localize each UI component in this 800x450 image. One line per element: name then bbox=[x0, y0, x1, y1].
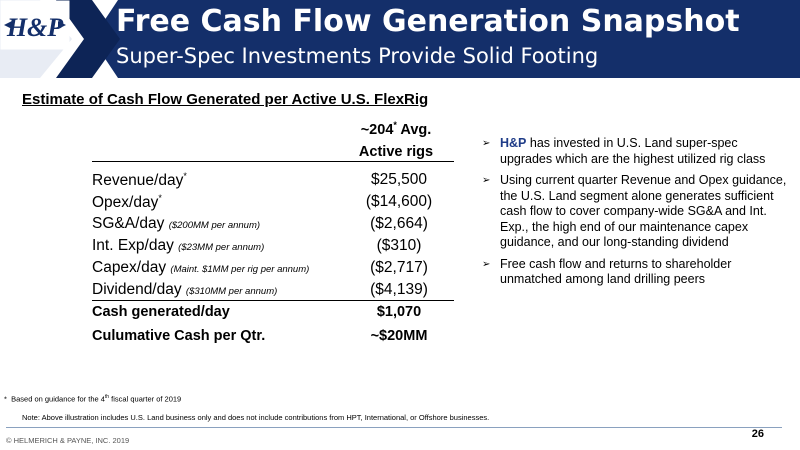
page-subtitle: Super-Spec Investments Provide Solid Foo… bbox=[116, 44, 599, 68]
bullet-arrow-icon: ➢ bbox=[482, 175, 491, 186]
row-label: Capex/day bbox=[92, 259, 171, 276]
bullet-item: ➢ H&P has invested in U.S. Land super-spe… bbox=[482, 136, 787, 167]
row-value: ~$20MM bbox=[370, 328, 428, 344]
bullet-list: ➢ H&P has invested in U.S. Land super-spe… bbox=[482, 136, 787, 294]
row-value: $1,070 bbox=[376, 304, 422, 320]
row-label: Cash generated/day bbox=[92, 304, 230, 320]
table-row-capex: Capex/day (Maint. $1MM per rig per annum… bbox=[92, 259, 462, 281]
footnote-text: Based on guidance for the 4 bbox=[11, 394, 105, 404]
table-row-revenue: Revenue/day* $25,500 bbox=[92, 171, 462, 193]
footnote-sup: th bbox=[104, 394, 110, 400]
row-label: Int. Exp/day bbox=[92, 237, 179, 254]
page-number: 26 bbox=[751, 428, 764, 440]
bullet-item: ➢ Free cash flow and returns to sharehold… bbox=[482, 257, 787, 288]
row-value: ($2,717) bbox=[370, 259, 428, 276]
row-label: Revenue/day bbox=[92, 172, 184, 190]
footer-divider bbox=[6, 427, 782, 428]
row-note: ($200MM per annum) bbox=[168, 220, 261, 231]
total-divider bbox=[92, 300, 454, 301]
table-row-sga: SG&A/day ($200MM per annum) ($2,664) bbox=[92, 215, 462, 237]
title-banner: Free Cash Flow Generation Snapshot Super… bbox=[0, 0, 800, 78]
column-header-avg: Avg. bbox=[396, 121, 432, 138]
table-row-cumulative-cash: Culumative Cash per Qtr. ~$20MM bbox=[92, 328, 462, 350]
table-row-interest: Int. Exp/day ($23MM per annum) ($310) bbox=[92, 237, 462, 259]
page-title: Free Cash Flow Generation Snapshot bbox=[116, 4, 740, 39]
table-row-cash-generated: Cash generated/day $1,070 bbox=[92, 304, 462, 326]
row-label: SG&A/day bbox=[92, 215, 169, 232]
row-label: Opex/day bbox=[92, 194, 159, 212]
footnote-star: * bbox=[4, 394, 7, 404]
footnote-text-end: fiscal quarter of 2019 bbox=[109, 394, 182, 404]
hp-logo: H&P bbox=[0, 0, 70, 50]
section-title: Estimate of Cash Flow Generated per Acti… bbox=[22, 91, 429, 108]
bullet-arrow-icon: ➢ bbox=[482, 138, 491, 149]
table-row-dividend: Dividend/day ($310MM per annum) ($4,139) bbox=[92, 281, 462, 303]
column-header: ~204* Avg. Active rigs bbox=[336, 114, 456, 163]
column-header-marker: * bbox=[393, 120, 397, 130]
row-note: ($310MM per annum) bbox=[185, 286, 278, 297]
header-divider bbox=[92, 161, 454, 162]
row-value: ($4,139) bbox=[370, 281, 428, 298]
bullet-text: has invested in U.S. Land super-spec upg… bbox=[500, 136, 766, 166]
logo-text: H&P bbox=[6, 13, 64, 42]
row-value: ($2,664) bbox=[370, 215, 428, 232]
column-header-rigs: Active rigs bbox=[358, 143, 434, 160]
bullet-arrow-icon: ➢ bbox=[482, 258, 491, 270]
row-marker: * bbox=[183, 171, 187, 181]
row-marker: * bbox=[158, 193, 162, 203]
company-name: H&P bbox=[500, 136, 527, 150]
bullet-text: Using current quarter Revenue and Opex g… bbox=[500, 173, 787, 249]
bullet-text: Free cash flow and returns to shareholde… bbox=[500, 256, 732, 287]
row-note: ($23MM per annum) bbox=[178, 242, 265, 253]
footnote-guidance: * Based on guidance for the 4th fiscal q… bbox=[4, 394, 181, 404]
table-row-opex: Opex/day* ($14,600) bbox=[92, 193, 462, 215]
row-value: $25,500 bbox=[370, 171, 428, 188]
row-value: ($310) bbox=[376, 237, 422, 254]
footnote-note: Note: Above illustration includes U.S. L… bbox=[22, 413, 490, 422]
row-note: (Maint. $1MM per rig per annum) bbox=[170, 264, 310, 275]
copyright: © HELMERICH & PAYNE, INC. 2019 bbox=[6, 436, 130, 445]
bullet-item: ➢ Using current quarter Revenue and Opex … bbox=[482, 173, 787, 251]
row-value: ($14,600) bbox=[365, 193, 433, 210]
column-header-count: ~204 bbox=[360, 121, 394, 138]
row-label: Dividend/day bbox=[92, 281, 186, 298]
row-label: Culumative Cash per Qtr. bbox=[92, 328, 266, 344]
